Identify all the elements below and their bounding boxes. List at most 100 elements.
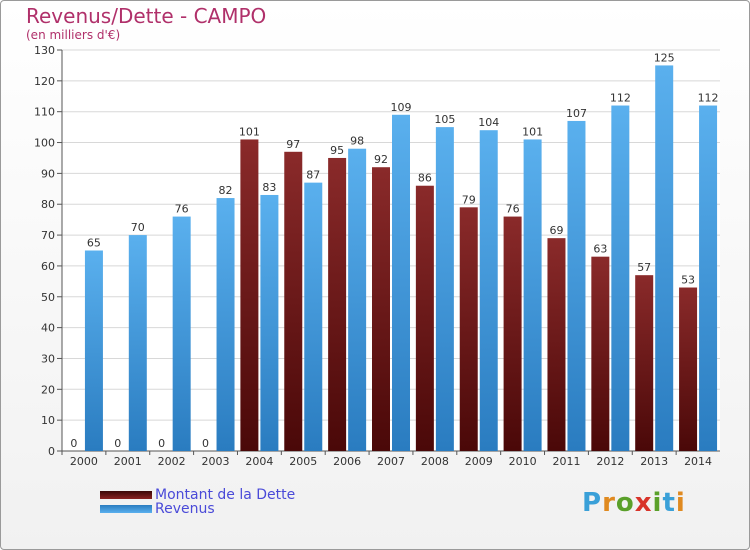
data-label-revenus: 107: [566, 107, 587, 120]
bar-dette: [284, 151, 303, 452]
chart-subtitle: (en milliers d'€): [26, 28, 121, 42]
logo-letter: t: [662, 488, 676, 518]
data-label-revenus: 105: [434, 113, 455, 126]
data-label-dette: 63: [593, 243, 607, 256]
data-label-dette: 92: [374, 153, 388, 166]
bar-dette: [503, 216, 522, 451]
data-label-dette: 0: [114, 437, 121, 450]
x-tick-label: 2008: [421, 455, 449, 468]
logo-letter: x: [634, 488, 653, 518]
x-tick-label: 2005: [289, 455, 317, 468]
data-label-dette: 76: [506, 203, 520, 216]
data-label-revenus: 101: [522, 125, 543, 138]
x-tick-label: 2012: [596, 455, 624, 468]
logo-letter: o: [615, 488, 635, 518]
bar-revenus: [216, 198, 235, 451]
bar-revenus: [655, 65, 674, 451]
bar-revenus: [523, 139, 542, 451]
data-label-dette: 53: [681, 274, 695, 287]
x-tick-label: 2003: [202, 455, 230, 468]
y-tick-label: 90: [41, 167, 55, 180]
bar-dette: [240, 139, 259, 451]
legend-label-dette: Montant de la Dette: [155, 487, 296, 503]
data-label-dette: 57: [637, 261, 651, 274]
bar-revenus: [435, 127, 454, 451]
data-label-dette: 0: [202, 437, 209, 450]
bar-dette: [328, 157, 347, 451]
bar-revenus: [611, 105, 630, 452]
legend-label-revenus: Revenus: [155, 501, 215, 517]
logo-letter: P: [582, 488, 603, 518]
y-tick-label: 20: [41, 383, 55, 396]
bar-revenus: [699, 105, 718, 452]
bar-dette: [415, 185, 434, 451]
bar-revenus: [392, 114, 410, 452]
bar-revenus: [479, 130, 498, 451]
x-tick-label: 2002: [158, 455, 186, 468]
bar-revenus: [348, 148, 367, 451]
y-tick-label: 60: [41, 260, 55, 273]
y-tick-label: 0: [48, 445, 55, 458]
bar-revenus: [84, 250, 103, 451]
data-label-dette: 0: [158, 437, 165, 450]
x-tick-label: 2001: [114, 455, 142, 468]
x-tick-label: 2000: [70, 455, 98, 468]
x-tick-label: 2007: [377, 455, 405, 468]
data-label-dette: 69: [549, 224, 563, 237]
data-label-revenus: 98: [350, 135, 364, 148]
proxiti-logo: Proxiti: [582, 488, 686, 518]
legend-item-dette: Montant de la Dette: [100, 487, 295, 503]
legend-swatch-dette: [100, 491, 152, 499]
bar-revenus: [304, 182, 323, 451]
bar-dette: [635, 275, 654, 451]
logo-letter: r: [602, 488, 616, 518]
y-tick-label: 80: [41, 198, 55, 211]
bar-revenus: [128, 235, 147, 451]
data-label-dette: 97: [286, 138, 300, 151]
data-label-revenus: 82: [219, 184, 233, 197]
x-tick-label: 2013: [640, 455, 668, 468]
data-label-revenus: 87: [306, 169, 320, 182]
data-label-revenus: 104: [478, 116, 499, 129]
y-tick-label: 40: [41, 322, 55, 335]
x-tick-label: 2009: [465, 455, 493, 468]
y-tick-label: 100: [34, 137, 55, 150]
data-label-revenus: 70: [131, 221, 145, 234]
bar-revenus: [260, 194, 279, 451]
data-label-dette: 101: [239, 125, 260, 138]
data-label-revenus: 109: [391, 101, 412, 114]
data-label-dette: 95: [330, 144, 344, 157]
x-tick-label: 2004: [245, 455, 273, 468]
data-label-dette: 79: [462, 193, 476, 206]
x-tick-label: 2006: [333, 455, 361, 468]
y-tick-label: 50: [41, 291, 55, 304]
data-label-revenus: 83: [262, 181, 276, 194]
data-label-dette: 86: [418, 172, 432, 185]
data-label-revenus: 65: [87, 237, 101, 250]
y-tick-label: 120: [34, 75, 55, 88]
bar-dette: [372, 167, 390, 451]
y-tick-label: 30: [41, 352, 55, 365]
bar-dette: [547, 238, 566, 451]
legend-item-revenus: Revenus: [100, 501, 215, 517]
plot-area: [62, 50, 720, 451]
bar-revenus: [567, 120, 586, 451]
bar-revenus: [172, 216, 191, 451]
logo-letter: i: [652, 488, 663, 518]
data-label-revenus: 76: [175, 203, 189, 216]
data-label-revenus: 112: [610, 92, 631, 105]
y-tick-label: 130: [34, 44, 55, 57]
y-tick-label: 70: [41, 229, 55, 242]
legend-swatch-revenus: [100, 505, 152, 513]
y-tick-label: 110: [34, 106, 55, 119]
x-tick-label: 2010: [509, 455, 537, 468]
data-label-revenus: 125: [654, 51, 675, 64]
x-tick-label: 2011: [552, 455, 580, 468]
data-label-dette: 0: [70, 437, 77, 450]
data-label-revenus: 112: [698, 92, 719, 105]
x-tick-label: 2014: [684, 455, 712, 468]
chart-title: Revenus/Dette - CAMPO: [26, 4, 267, 28]
bar-dette: [679, 287, 698, 451]
logo-letter: i: [675, 488, 686, 518]
